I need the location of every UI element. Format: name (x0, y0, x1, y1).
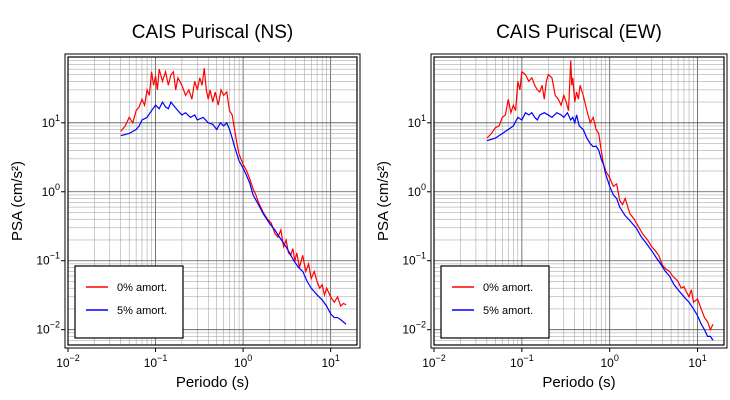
legend: 0% amort. 5% amort. (440, 265, 550, 339)
plot-frame-outer (430, 53, 728, 349)
plot-frame (433, 56, 725, 346)
plot-frame-outer (64, 53, 361, 349)
y-tick-label: 10−1 (36, 251, 60, 268)
series-line-0 (486, 60, 714, 332)
y-axis-label: PSA (cm/s²) (375, 161, 392, 241)
x-axis-label: Periodo (s) (176, 374, 249, 391)
legend-label: 0% amort. (117, 282, 167, 294)
x-tick-label: 100 (601, 353, 619, 370)
x-tick-label: 10−1 (144, 353, 168, 370)
x-tick-label: 10−2 (56, 353, 80, 370)
x-tick-label: 101 (688, 353, 706, 370)
x-tick-label: 10−1 (510, 353, 534, 370)
chart-title: CAIS Puriscal (EW) (496, 22, 662, 43)
y-tick-label: 10−1 (402, 251, 426, 268)
x-tick-label: 100 (234, 353, 252, 370)
legend-label: 5% amort. (483, 305, 533, 317)
grid (433, 56, 725, 346)
y-tick-label: 10−2 (36, 320, 60, 337)
chart-title: CAIS Puriscal (NS) (132, 22, 294, 43)
series-line-1 (486, 111, 714, 341)
y-tick-label: 101 (42, 113, 60, 130)
y-tick-label: 101 (408, 113, 426, 130)
series-line-0 (120, 68, 347, 308)
y-tick-label: 100 (42, 182, 60, 199)
y-tick-label: 100 (408, 182, 426, 199)
y-tick-label: 10−2 (402, 320, 426, 337)
series-line-1 (120, 100, 347, 325)
legend-box (74, 265, 184, 339)
grid (67, 56, 358, 346)
legend-label: 0% amort. (483, 282, 533, 294)
chart-panel-0: 10−2 10−1 100 101 10−2 10−1 100 101 CAIS Purisca… (9, 22, 361, 391)
legend: 0% amort. 5% amort. (74, 265, 184, 339)
x-tick-label: 10−2 (422, 353, 446, 370)
chart-panel-1: 10−2 10−1 100 101 10−2 10−1 100 101 CAIS Purisca… (375, 22, 728, 391)
plot-frame (67, 56, 358, 346)
x-tick-label: 101 (321, 353, 339, 370)
legend-label: 5% amort. (117, 305, 167, 317)
x-axis-label: Periodo (s) (542, 374, 615, 391)
legend-box (440, 265, 550, 339)
y-axis-label: PSA (cm/s²) (9, 161, 26, 241)
